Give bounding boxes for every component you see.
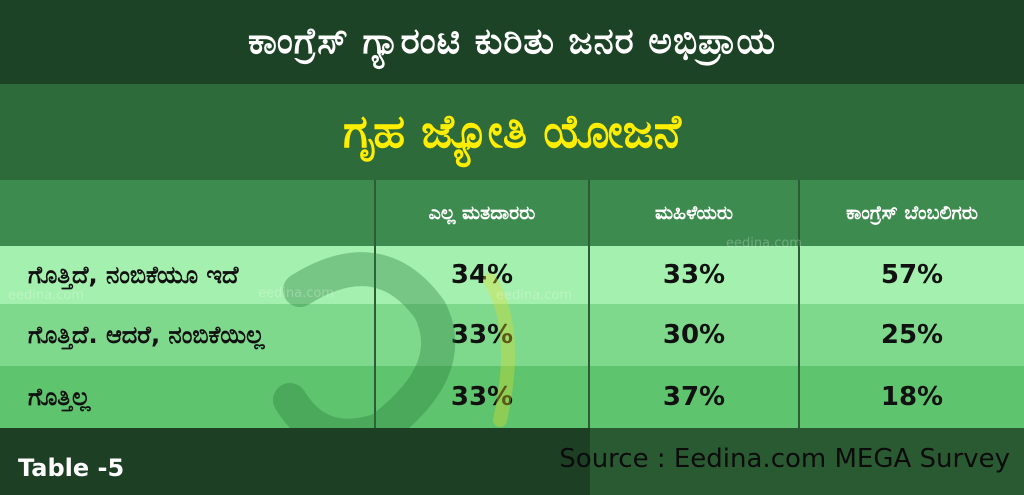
source-credit: Source : Eedina.com MEGA Survey bbox=[559, 444, 1010, 474]
subheader-bar: ಗೃಹ ಜ್ಯೋತಿ ಯೋಜನೆ bbox=[0, 84, 1024, 180]
table-row: ಗೊತ್ತಿಲ್ಲ 33% 37% 18% bbox=[0, 366, 1024, 428]
row-label: ಗೊತ್ತಿದೆ, ನಂಬಿಕೆಯೂ ಇದೆ bbox=[0, 246, 376, 304]
value-cell: 30% bbox=[590, 304, 800, 366]
value-cell: 34% bbox=[376, 246, 590, 304]
watermark-text: eedina.com bbox=[258, 286, 334, 301]
header-cell-blank bbox=[0, 180, 376, 246]
table-number-label: Table -5 bbox=[18, 454, 125, 482]
header-cell-all-voters: ಎಲ್ಲ ಮತದಾರರು bbox=[376, 180, 590, 246]
value-cell: 33% bbox=[590, 246, 800, 304]
value-cell: 37% bbox=[590, 366, 800, 428]
value-cell: 33% bbox=[376, 304, 590, 366]
table-header-row: ಎಲ್ಲ ಮತದಾರರು ಮಹಿಳೆಯರು ಕಾಂಗ್ರೆಸ್ ಬೆಂಬಲಿಗರ… bbox=[0, 180, 1024, 246]
watermark-text: eedina.com bbox=[726, 236, 802, 251]
value-cell: 18% bbox=[880, 382, 944, 412]
watermark-text: eedina.com bbox=[8, 288, 84, 303]
header-cell-congress-supporters: ಕಾಂಗ್ರೆಸ್ ಬೆಂಬಲಿಗರು bbox=[846, 202, 978, 224]
row-label: ಗೊತ್ತಿದೆ. ಆದರೆ, ನಂಬಿಕೆಯಿಲ್ಲ bbox=[0, 304, 376, 366]
table-row: ಗೊತ್ತಿದೆ. ಆದರೆ, ನಂಬಿಕೆಯಿಲ್ಲ 33% 30% 25% bbox=[0, 304, 1024, 366]
header-bar: ಕಾಂಗ್ರೆಸ್ ಗ್ಯಾರಂಟಿ ಕುರಿತು ಜನರ ಅಭಿಪ್ರಾಯ bbox=[0, 0, 1024, 84]
value-cell: 33% bbox=[376, 366, 590, 428]
header-cell-women: ಮಹಿಳೆಯರು bbox=[590, 180, 800, 246]
value-cell: 25% bbox=[880, 320, 944, 350]
survey-table: ಎಲ್ಲ ಮತದಾರರು ಮಹಿಳೆಯರು ಕಾಂಗ್ರೆಸ್ ಬೆಂಬಲಿಗರ… bbox=[0, 180, 1024, 428]
row-label: ಗೊತ್ತಿಲ್ಲ bbox=[0, 366, 376, 428]
scheme-title: ಗೃಹ ಜ್ಯೋತಿ ಯೋಜನೆ bbox=[342, 104, 682, 158]
value-cell: 57% bbox=[880, 260, 944, 290]
source-panel bbox=[590, 428, 1024, 495]
watermark-text: eedina.com bbox=[496, 288, 572, 303]
table-row: ಗೊತ್ತಿದೆ, ನಂಬಿಕೆಯೂ ಇದೆ 34% 33% 57% bbox=[0, 246, 1024, 304]
page-title: ಕಾಂಗ್ರೆಸ್ ಗ್ಯಾರಂಟಿ ಕುರಿತು ಜನರ ಅಭಿಪ್ರಾಯ bbox=[247, 21, 777, 62]
